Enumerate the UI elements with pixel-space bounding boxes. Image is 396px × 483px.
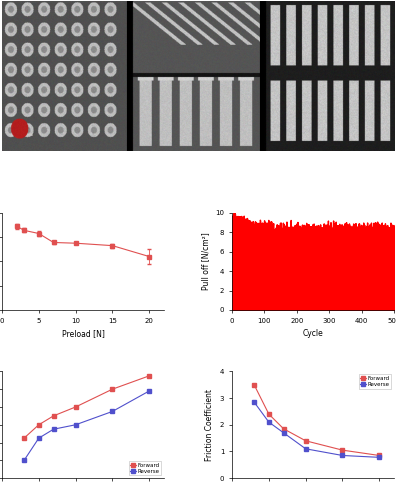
- Reverse: [252, 399, 257, 405]
- Reverse: [377, 455, 382, 460]
- Line: Forward: Forward: [23, 374, 151, 440]
- Forward: [22, 435, 27, 441]
- Legend: Forward, Reverse: Forward, Reverse: [129, 461, 161, 475]
- Reverse: [73, 422, 78, 427]
- Forward: [110, 386, 115, 392]
- Reverse: [340, 453, 345, 458]
- Y-axis label: Pull off [N/cm²]: Pull off [N/cm²]: [201, 232, 210, 290]
- Forward: [267, 411, 271, 417]
- Forward: [147, 373, 152, 379]
- Line: Forward: Forward: [253, 383, 381, 457]
- Line: Reverse: Reverse: [253, 400, 381, 459]
- Reverse: [110, 409, 115, 414]
- Reverse: [303, 446, 308, 452]
- Reverse: [267, 419, 271, 425]
- Forward: [252, 382, 257, 388]
- Forward: [303, 438, 308, 444]
- Forward: [36, 422, 41, 427]
- Y-axis label: Friction Coefficient: Friction Coefficient: [205, 389, 214, 461]
- Reverse: [36, 435, 41, 441]
- Reverse: [281, 430, 286, 436]
- Forward: [51, 413, 56, 419]
- Forward: [377, 453, 382, 458]
- Reverse: [22, 457, 27, 463]
- Reverse: [147, 388, 152, 394]
- X-axis label: Cycle: Cycle: [303, 329, 324, 338]
- Reverse: [51, 426, 56, 432]
- Forward: [73, 404, 78, 410]
- Line: Reverse: Reverse: [23, 389, 151, 462]
- Forward: [340, 447, 345, 453]
- Legend: Forward, Reverse: Forward, Reverse: [358, 374, 391, 389]
- Forward: [281, 426, 286, 432]
- X-axis label: Preload [N]: Preload [N]: [61, 329, 105, 338]
